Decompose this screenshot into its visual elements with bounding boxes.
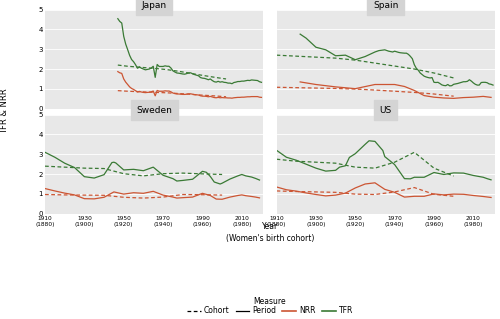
Text: TFR & NRR: TFR & NRR	[0, 89, 10, 135]
Legend: Cohort, Period, NRR, TFR: Cohort, Period, NRR, TFR	[187, 297, 353, 315]
Title: Sweden: Sweden	[136, 106, 172, 115]
Text: Year
(Women's birth cohort): Year (Women's birth cohort)	[226, 222, 314, 242]
Title: US: US	[380, 106, 392, 115]
Title: Spain: Spain	[373, 1, 398, 10]
Title: Japan: Japan	[142, 1, 167, 10]
